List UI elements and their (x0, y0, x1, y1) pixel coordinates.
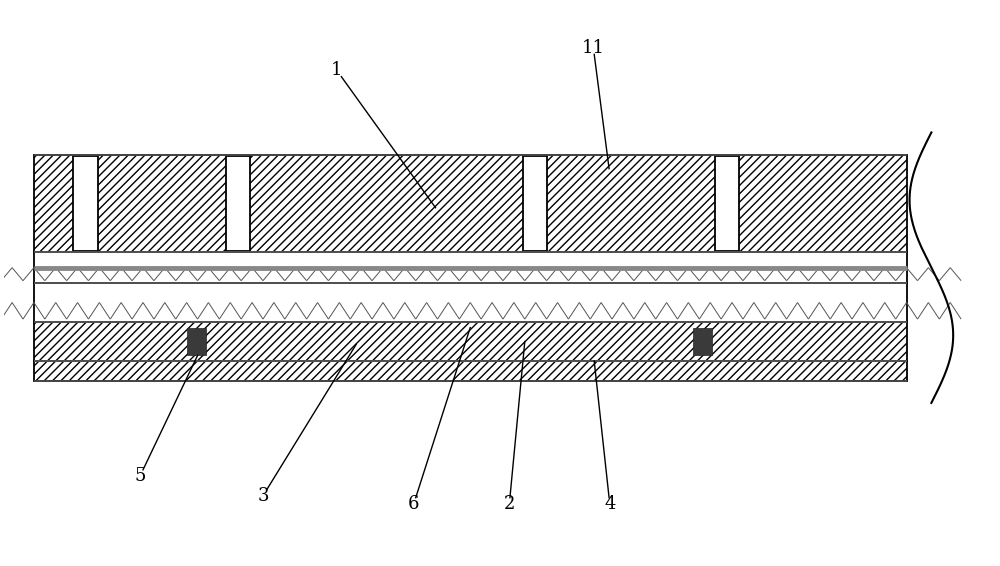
Text: 2: 2 (504, 495, 515, 513)
Bar (523, 156, 547, 251)
Text: 3: 3 (257, 487, 269, 505)
Bar (34, 155, 907, 252)
Bar (187, 328, 206, 355)
Bar (226, 156, 250, 251)
Text: 1: 1 (331, 62, 343, 79)
Text: 5: 5 (134, 468, 146, 485)
Bar (34, 252, 907, 283)
Text: 6: 6 (408, 495, 419, 513)
Bar (34, 322, 907, 361)
Bar (34, 361, 907, 380)
Bar (693, 328, 712, 355)
Text: 11: 11 (582, 38, 605, 57)
Bar (34, 283, 907, 322)
Text: 4: 4 (604, 495, 615, 513)
Bar (73, 156, 98, 251)
Bar (715, 156, 739, 251)
